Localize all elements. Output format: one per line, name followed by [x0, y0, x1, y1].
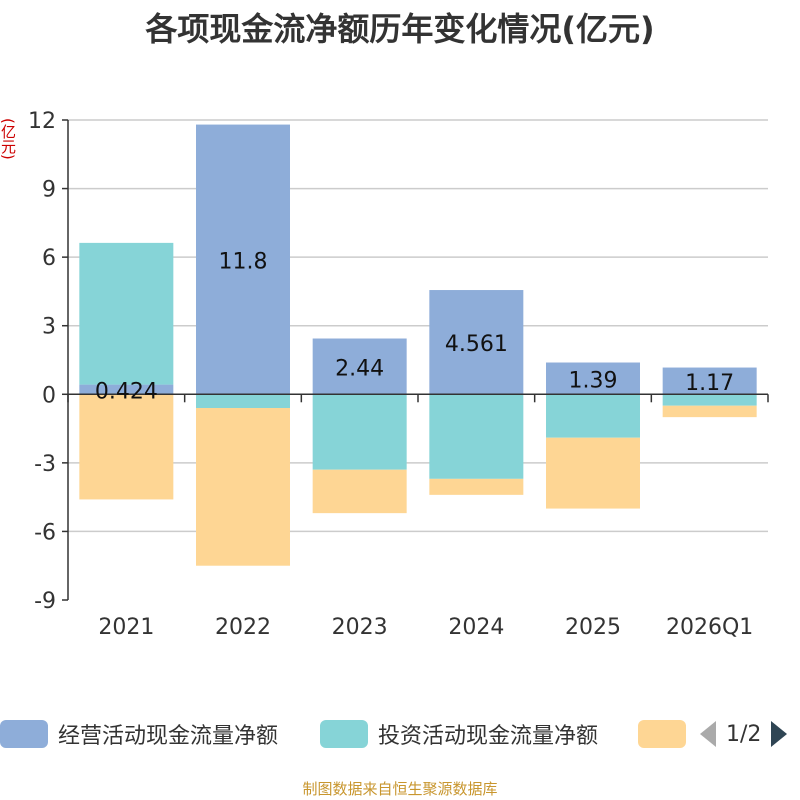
x-tick-label: 2023: [332, 615, 388, 640]
legend: 经营活动现金流量净额 投资活动现金流量净额: [0, 716, 800, 752]
bar-2021-series-0: [79, 384, 174, 395]
x-tick-label: 2022: [215, 615, 271, 640]
x-tick-label: 2021: [98, 615, 154, 640]
legend-swatch-operating: [0, 720, 48, 748]
y-tick-label: 6: [42, 246, 56, 271]
x-tick-label: 2024: [448, 615, 504, 640]
bar-2025-series-0: [546, 362, 640, 395]
bar-2024-series-1: [429, 394, 524, 479]
bar-2023-series-0: [312, 338, 407, 395]
legend-item-financing[interactable]: [638, 716, 696, 752]
y-tick-label: 12: [28, 109, 56, 134]
bar-2025-series-2: [546, 437, 640, 509]
legend-item-investing[interactable]: 投资活动现金流量净额: [320, 716, 598, 752]
legend-swatch-financing: [638, 720, 686, 748]
bar-2022-series-0: [196, 124, 290, 395]
bar-2021-series-2: [79, 394, 174, 500]
legend-pager: 1/2: [700, 716, 788, 752]
legend-swatch-investing: [320, 720, 368, 748]
bar-2024-series-0: [429, 290, 524, 395]
bar-2026Q1-series-1: [662, 394, 757, 406]
bar-2026Q1-series-0: [662, 367, 757, 395]
data-label: 1.39: [569, 368, 618, 393]
bar-2022-series-2: [196, 408, 290, 566]
x-tick-label: 2026Q1: [666, 615, 753, 640]
data-label: 0.424: [95, 379, 158, 404]
legend-page-indicator: 1/2: [726, 721, 762, 747]
y-tick-label: 9: [42, 178, 56, 203]
y-tick-label: -9: [34, 589, 56, 614]
legend-prev-page-icon[interactable]: [700, 721, 716, 747]
legend-label-investing: 投资活动现金流量净额: [378, 724, 599, 749]
bar-2025-series-1: [546, 394, 640, 438]
data-source-note: 制图数据来自恒生聚源数据库: [302, 780, 498, 798]
legend-item-operating[interactable]: 经营活动现金流量净额: [0, 716, 278, 752]
y-tick-label: 3: [42, 315, 56, 340]
data-label: 4.561: [445, 332, 508, 357]
cashflow-bar-chart: 12 9 6 3 0 -3 -6 -9 2021 2022 2023 2024 2025 2026Q1 0…: [28, 109, 769, 640]
legend-next-page-icon[interactable]: [771, 721, 788, 747]
bar-2023-series-2: [312, 469, 407, 514]
axes: 12 9 6 3 0 -3 -6 -9 2021 2022 2023 2024 2025 2026Q1: [28, 109, 769, 640]
bar-2023-series-1: [312, 394, 407, 470]
bars: [79, 124, 757, 566]
data-labels: 0.424 11.8 2.44 4.561 1.39 1.17: [95, 249, 734, 404]
y-tick-label: 0: [42, 383, 56, 408]
bar-2022-series-1: [196, 394, 290, 408]
bar-2024-series-2: [429, 478, 524, 495]
chart-title: 各项现金流净额历年变化情况(亿元): [145, 10, 655, 48]
y-tick-label: -6: [34, 520, 56, 545]
legend-label-operating: 经营活动现金流量净额: [58, 724, 279, 749]
bar-2021-series-1: [79, 242, 174, 385]
bar-2026Q1-series-2: [662, 405, 757, 418]
y-tick-label: -3: [34, 452, 56, 477]
data-label: 11.8: [219, 249, 268, 274]
y-axis-unit-label: (亿元): [0, 118, 17, 160]
data-label: 2.44: [335, 356, 384, 381]
data-label: 1.17: [685, 371, 734, 396]
x-tick-label: 2025: [565, 615, 621, 640]
